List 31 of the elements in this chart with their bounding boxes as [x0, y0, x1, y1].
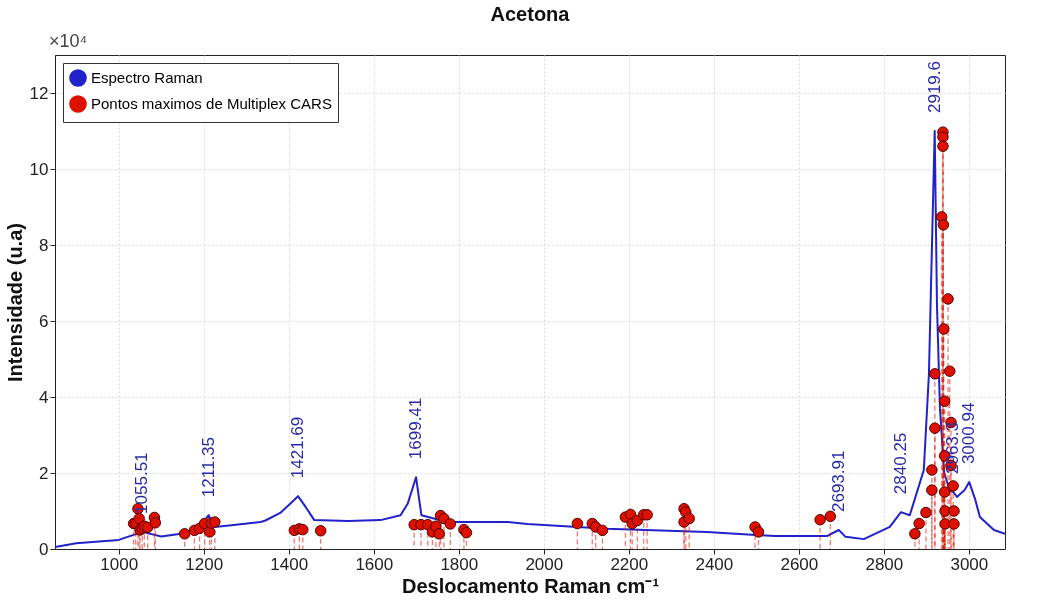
annotation: 1211.35 — [198, 436, 218, 498]
x-axis-title: Deslocamento Raman cm⁻¹ — [401, 574, 660, 597]
x-tick-label: 2400 — [695, 554, 734, 574]
annotation: 2840.25 — [890, 432, 910, 495]
annotation: 1055.51 — [132, 452, 152, 514]
x-tick-label: 1800 — [440, 554, 479, 574]
y-tick-label: 8 — [39, 235, 49, 255]
x-tick-label: 2600 — [780, 554, 819, 574]
y-tick-label: 10 — [29, 159, 49, 179]
text: ×10⁴ — [49, 31, 88, 51]
legend-label: Espectro Raman — [91, 69, 203, 86]
x-tick-label: 3000 — [950, 554, 989, 574]
annotation: 2693.91 — [828, 450, 848, 512]
y-tick-label: 12 — [29, 83, 49, 103]
x-tick-label: 2200 — [610, 554, 649, 574]
y-tick-label: 6 — [39, 311, 49, 331]
annotation: 2919.6 — [924, 61, 944, 113]
x-tick-label: 2800 — [865, 554, 904, 574]
y-axis-title: Intensidade (u.a) — [3, 223, 26, 382]
x-tick-label: 2000 — [525, 554, 564, 574]
x-tick-label: 1400 — [270, 554, 309, 574]
annotation: 1421.69 — [288, 416, 307, 479]
x-tick-label: 1600 — [355, 554, 394, 574]
y-tick-label: 4 — [39, 387, 49, 407]
x-tick-label: 1000 — [100, 554, 139, 574]
chart-title: Acetona — [490, 3, 571, 25]
annotation: 1699.41 — [406, 397, 426, 460]
y-tick-label: 2 — [39, 463, 49, 483]
legend-label: Pontos maximos de Multiplex CARS — [91, 95, 332, 112]
x-tick-label: 1200 — [185, 554, 224, 574]
y-tick-label: 0 — [39, 539, 49, 559]
